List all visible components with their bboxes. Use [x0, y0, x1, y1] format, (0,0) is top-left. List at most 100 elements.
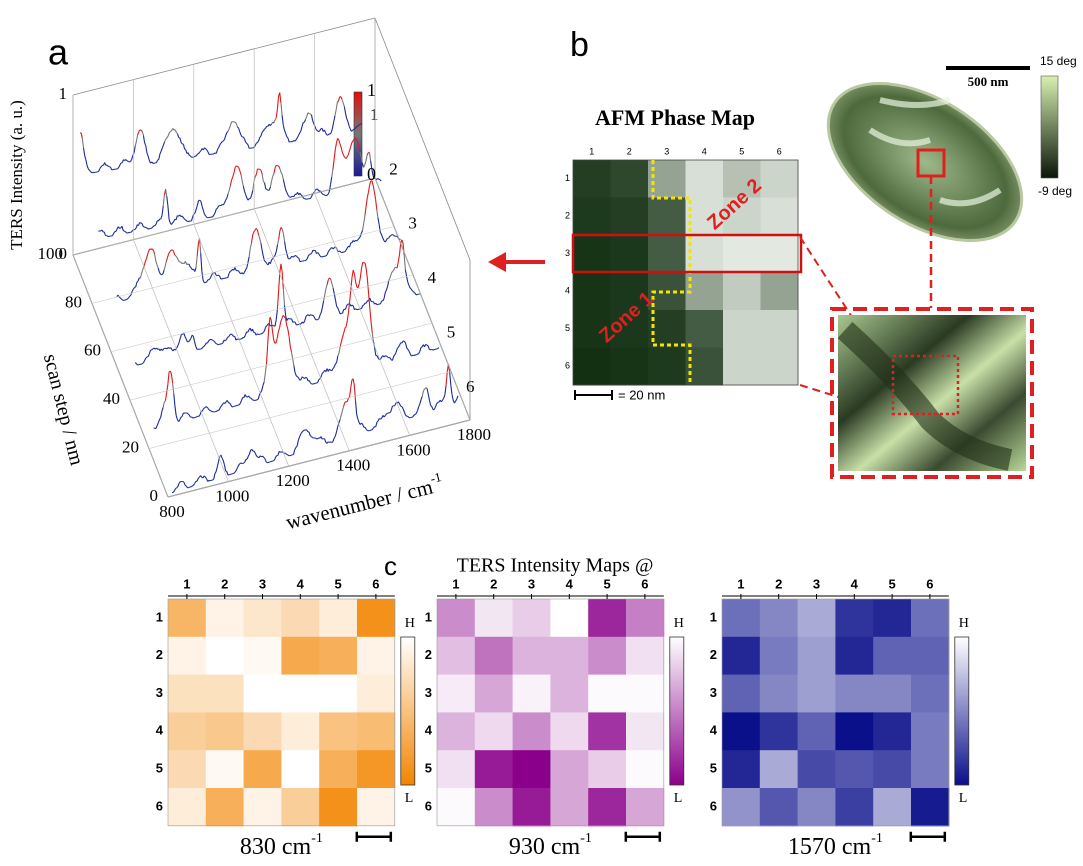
spectrum-trace — [332, 287, 335, 294]
spectrum-trace — [407, 281, 410, 286]
spectrum-trace — [330, 441, 332, 443]
spectrum-trace — [358, 236, 361, 239]
spectrum-trace — [320, 306, 323, 313]
spectrum-trace — [208, 278, 211, 281]
heatmap-cell — [512, 750, 551, 789]
spectrum-trace — [207, 479, 210, 482]
spectrum-trace — [346, 118, 349, 122]
grid-line — [133, 239, 229, 482]
y-tick-label: 80 — [65, 292, 82, 311]
column-label: 5 — [603, 576, 610, 591]
phase-cell — [573, 310, 611, 348]
spectrum-trace — [341, 99, 344, 104]
spectrum-trace — [269, 180, 273, 187]
spectrum-trace — [124, 299, 127, 301]
spectrum-trace — [313, 316, 316, 320]
spectrum-trace — [179, 417, 182, 421]
y-tick-label: 60 — [84, 341, 101, 360]
spectrum-trace — [344, 307, 347, 310]
spectrum-trace — [317, 437, 319, 440]
spectrum-trace — [172, 221, 175, 224]
spectrum-trace — [365, 155, 368, 162]
spectrum-trace — [351, 129, 353, 132]
spectrum-trace — [291, 318, 294, 323]
spectrum-trace — [297, 256, 300, 259]
spectrum-trace — [407, 349, 410, 352]
spectrum-trace — [339, 312, 342, 315]
spectrum-trace — [430, 404, 433, 407]
spectrum-trace — [366, 152, 369, 156]
spectrum-trace — [166, 135, 169, 139]
spectrum-trace — [287, 194, 290, 198]
spectrum-trace — [256, 398, 259, 401]
spectrum-trace — [261, 332, 264, 335]
spectrum-trace — [245, 141, 248, 144]
spectrum-trace — [202, 209, 205, 215]
heatmap-cell — [512, 636, 551, 676]
spectrum-trace — [364, 263, 367, 270]
heatmap-cell — [474, 712, 514, 751]
spectrum-trace — [411, 354, 413, 357]
heatmap-cell — [474, 750, 514, 789]
spectrum-trace — [347, 301, 351, 313]
spectrum-trace — [314, 437, 317, 440]
spectrum-trace — [412, 290, 415, 293]
spectrum-trace — [176, 485, 179, 489]
spectrum-trace — [362, 304, 365, 307]
spectrum-trace — [234, 469, 237, 473]
spectrum-trace — [87, 168, 90, 171]
spectrum-trace — [210, 338, 213, 341]
spectrum-trace — [332, 366, 335, 369]
spectrum-trace — [223, 135, 227, 140]
row-label: 3 — [565, 248, 570, 258]
spectrum-trace — [146, 250, 150, 255]
spectrum-trace — [358, 145, 361, 153]
spectrum-trace — [302, 320, 306, 324]
spectrum-trace — [286, 136, 289, 139]
spectrum-trace — [412, 414, 415, 418]
spectrum-trace — [144, 357, 147, 361]
spectrum-trace — [177, 259, 180, 263]
spectrum-trace — [178, 419, 181, 422]
colorbar-label: 0 — [367, 164, 376, 184]
spectrum-trace — [262, 128, 265, 132]
spectrum-trace — [227, 273, 230, 278]
spectrum-trace — [368, 152, 372, 161]
grid-line — [129, 322, 433, 401]
spectrum-trace — [322, 371, 324, 374]
spectrum-trace — [184, 148, 187, 151]
heatmap-cell — [911, 636, 950, 676]
spectrum-trace — [198, 151, 201, 154]
spectrum-trace — [232, 172, 235, 178]
spectrum-trace — [197, 476, 200, 479]
spectrum-trace — [328, 184, 332, 192]
heatmap-cell — [281, 674, 320, 713]
x-tick-label: 1600 — [397, 440, 431, 459]
spectrum-trace — [307, 254, 310, 257]
heatmap-cell — [873, 750, 912, 789]
spectrum-trace — [330, 127, 334, 133]
column-label: 2 — [627, 146, 632, 156]
spectrum-trace — [222, 460, 225, 465]
spectrum-trace — [205, 406, 208, 408]
spectrum-trace — [332, 438, 335, 443]
spectrum-trace — [337, 96, 341, 102]
spectrum-trace — [258, 137, 261, 142]
spectrum-trace — [312, 120, 315, 124]
spectrum-trace — [141, 362, 144, 365]
spectrum-trace — [344, 249, 347, 253]
spectrum-trace — [275, 455, 278, 458]
spectrum-trace — [354, 308, 356, 311]
spectrum-trace — [243, 269, 247, 273]
spectrum-trace — [181, 215, 184, 218]
spectrum-trace — [234, 121, 237, 124]
spectrum-trace — [352, 305, 355, 310]
spectrum-trace — [201, 347, 204, 350]
spectrum-trace — [216, 461, 220, 468]
spectrum-trace — [334, 109, 337, 116]
z-tick-label: 1 — [59, 84, 68, 103]
spectrum-trace — [330, 247, 333, 249]
spectrum-trace — [229, 179, 233, 187]
spectrum-trace — [365, 428, 368, 431]
spectrum-trace — [390, 271, 393, 275]
